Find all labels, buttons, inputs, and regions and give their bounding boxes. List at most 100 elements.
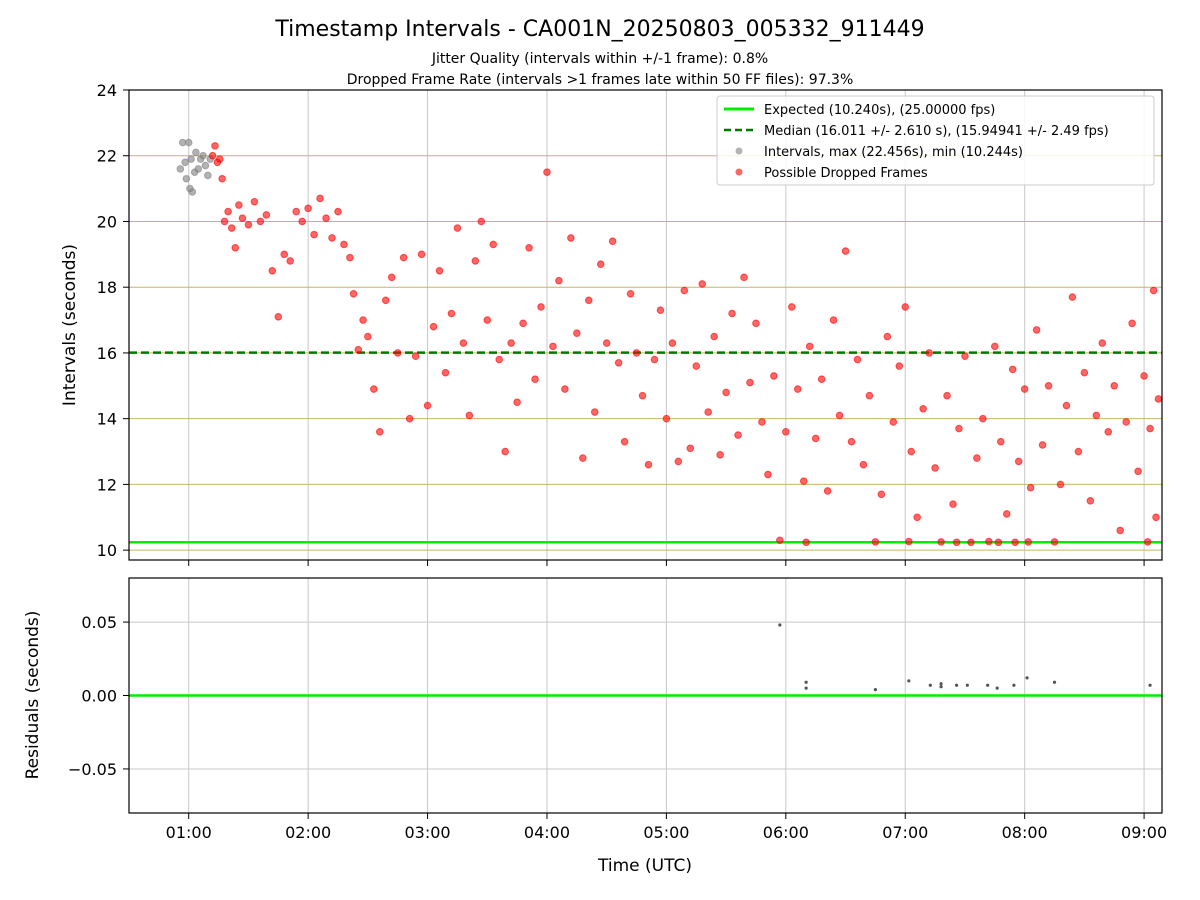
dropped-frame-point xyxy=(793,385,802,393)
top-y-tick-label: 22 xyxy=(97,147,117,166)
dropped-frame-point xyxy=(411,352,420,361)
x-tick-label: 07:00 xyxy=(882,823,928,842)
dropped-frame-point xyxy=(817,375,826,384)
interval-point xyxy=(192,148,200,157)
dropped-frame-point xyxy=(543,168,551,176)
dropped-frame-point xyxy=(829,316,838,324)
dropped-frame-point xyxy=(519,319,527,328)
dropped-frame-point xyxy=(1068,293,1077,301)
dropped-frame-point xyxy=(668,339,677,347)
dropped-frame-point xyxy=(561,385,569,393)
dropped-frame-point xyxy=(805,342,814,351)
residual-point xyxy=(939,685,943,689)
dropped-frame-point xyxy=(1110,382,1119,390)
dropped-frame-point xyxy=(1002,510,1011,518)
dropped-frame-point xyxy=(835,411,844,420)
dropped-frame-point xyxy=(328,234,336,242)
dropped-frame-point xyxy=(889,418,898,426)
dropped-frame-point xyxy=(1146,424,1154,433)
dropped-frame-point xyxy=(907,447,916,456)
residual-point xyxy=(954,683,959,687)
dropped-frame-point xyxy=(1024,538,1033,546)
dropped-frame-point xyxy=(334,207,342,216)
dropped-frame-point xyxy=(423,401,432,410)
dropped-frame-point xyxy=(996,437,1005,446)
residual-point xyxy=(804,686,808,690)
legend-expected-label: Expected (10.240s), (25.00000 fps) xyxy=(764,103,995,118)
residual-point xyxy=(928,683,932,687)
residual-point xyxy=(1025,676,1029,680)
dropped-frame-point xyxy=(310,230,318,239)
dropped-frame-point xyxy=(429,322,438,331)
dropped-frame-point xyxy=(286,257,295,265)
dropped-frame-point xyxy=(262,211,271,219)
dropped-frame-point xyxy=(811,434,820,443)
interval-point xyxy=(188,188,197,196)
dropped-frame-point xyxy=(495,355,504,364)
x-tick-label: 04:00 xyxy=(524,823,570,842)
dropped-frame-point xyxy=(1062,401,1071,410)
top-y-tick-label: 12 xyxy=(97,475,117,494)
dropped-frame-point xyxy=(1140,372,1148,380)
dropped-frame-point xyxy=(1154,395,1163,403)
dropped-frame-point xyxy=(1020,385,1029,393)
interval-point xyxy=(187,155,195,163)
dropped-frame-point xyxy=(227,224,236,232)
legend-intervals-label: Intervals, max (22.456s), min (10.244s) xyxy=(764,145,1023,160)
dropped-frame-point xyxy=(459,339,468,347)
dropped-frame-point xyxy=(905,537,913,546)
top-plot-frame xyxy=(128,89,1163,561)
dropped-frame-point xyxy=(280,250,289,259)
top-y-tick-label: 10 xyxy=(97,541,117,560)
dropped-frame-point xyxy=(555,276,563,285)
dropped-frame-point xyxy=(985,537,993,546)
interval-point xyxy=(201,161,210,170)
dropped-frame-point xyxy=(316,194,324,203)
dropped-frame-point xyxy=(1149,286,1158,295)
dropped-frame-point xyxy=(620,437,629,446)
dropped-frame-point xyxy=(549,342,557,351)
dropped-frame-point xyxy=(710,332,718,341)
dropped-frame-point xyxy=(901,303,910,311)
interval-point xyxy=(181,158,189,167)
dropped-frame-point xyxy=(573,329,581,338)
dropped-frame-point xyxy=(787,303,796,311)
dropped-frame-point xyxy=(674,457,683,466)
top-scatter-points xyxy=(176,138,1163,547)
interval-point xyxy=(199,151,207,160)
dropped-frame-point xyxy=(1056,480,1065,489)
dropped-frame-point xyxy=(584,296,593,305)
dropped-frame-point xyxy=(447,309,456,318)
residual-point xyxy=(939,682,943,686)
dropped-frame-point xyxy=(489,240,498,249)
dropped-frame-point xyxy=(1038,441,1047,449)
bottom-y-axis-label: Residuals (seconds) xyxy=(23,611,43,780)
dropped-frame-point xyxy=(602,339,611,347)
dropped-frame-point xyxy=(268,266,277,275)
dropped-frame-point xyxy=(1098,339,1107,347)
dropped-frame-point xyxy=(211,142,219,150)
dropped-frame-point xyxy=(680,286,689,295)
dropped-frame-point xyxy=(686,444,695,453)
dropped-frame-point xyxy=(1086,497,1095,505)
dropped-frame-point xyxy=(994,538,1003,547)
dropped-frame-point xyxy=(453,224,462,232)
dropped-frame-point xyxy=(1032,326,1041,334)
dropped-frame-point xyxy=(435,266,444,275)
dropped-frame-point xyxy=(238,214,247,222)
dropped-frame-point xyxy=(799,477,808,485)
dropped-frame-point xyxy=(952,538,961,547)
dropped-frame-point xyxy=(913,513,921,522)
dropped-frame-point xyxy=(354,345,363,354)
dropped-frame-point xyxy=(292,207,300,216)
dropped-frame-point xyxy=(722,388,730,397)
dropped-frame-point xyxy=(740,273,748,282)
dropped-frame-point xyxy=(758,418,766,426)
legend: Expected (10.240s), (25.00000 fps) Media… xyxy=(716,95,1155,186)
dropped-frame-point xyxy=(215,155,224,163)
dropped-frame-point xyxy=(1104,428,1113,436)
dropped-frame-point xyxy=(632,349,641,357)
x-tick-label: 05:00 xyxy=(643,823,689,842)
dropped-frame-point xyxy=(776,536,784,545)
